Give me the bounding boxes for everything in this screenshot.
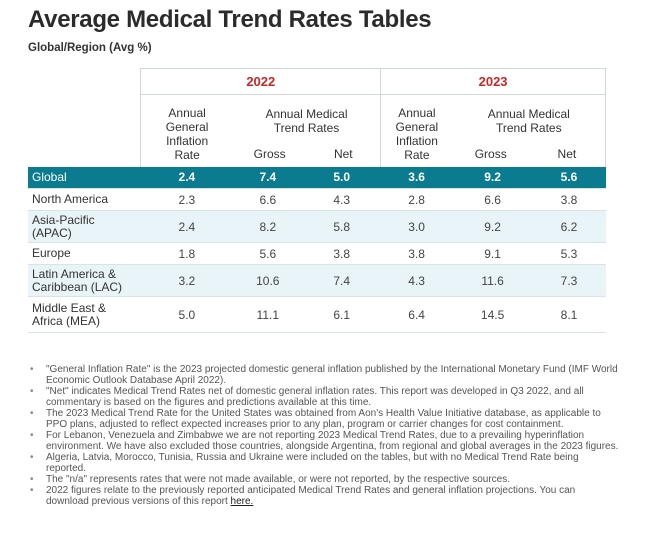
table-row: Latin America & Caribbean (LAC) 3.2 10.6 7.4… — [28, 264, 606, 297]
region-label: Middle East & Africa (MEA) — [28, 296, 141, 333]
footnotes: "General Inflation Rate" is the 2023 pro… — [30, 364, 620, 507]
trend-header-2023: Annual Medical Trend Rates Gross Net — [452, 94, 606, 167]
rate-cell: 1.8 — [140, 242, 233, 265]
rate-cell: 4.3 — [302, 188, 381, 211]
rate-cell: 8.2 — [232, 210, 303, 243]
rate-cell: 9.2 — [452, 210, 533, 243]
net-header: Net — [557, 146, 577, 161]
region-label: Asia-Pacific (APAC) — [28, 210, 141, 243]
rate-cell: 5.6 — [232, 242, 303, 265]
page-title: Average Medical Trend Rates Tables — [28, 6, 432, 33]
rate-cell: 3.8 — [380, 242, 453, 265]
rate-cell: 5.3 — [532, 242, 606, 265]
rate-cell: 2.8 — [380, 188, 453, 211]
gross-header: Gross — [474, 146, 507, 161]
footnote-item: For Lebanon, Venezuela and Zimbabwe we a… — [30, 430, 620, 452]
rate-cell: 6.6 — [232, 188, 303, 211]
rate-cell: 9.1 — [452, 242, 533, 265]
region-label: Europe — [28, 242, 141, 265]
rate-cell: 3.8 — [302, 242, 381, 265]
region-label: North America — [28, 188, 141, 211]
rate-cell: 4.3 — [380, 264, 453, 297]
region-label: Latin America & Caribbean (LAC) — [28, 264, 141, 297]
rate-cell: 6.2 — [532, 210, 606, 243]
rate-cell: 2.3 — [140, 188, 233, 211]
rate-cell: 6.1 — [302, 296, 381, 333]
rate-cell: 8.1 — [532, 296, 606, 333]
table-row: Europe 1.8 5.6 3.8 3.8 9.1 5.3 — [28, 242, 606, 265]
rate-cell: 5.8 — [302, 210, 381, 243]
footnote-item: Algeria, Latvia, Morocco, Tunisia, Russi… — [30, 452, 620, 474]
footnote-item: 2022 figures relate to the previously re… — [30, 485, 620, 507]
region-label: Global — [28, 166, 141, 189]
rate-cell: 11.1 — [232, 296, 303, 333]
rate-cell: 2.4 — [140, 166, 233, 189]
rate-cell: 3.0 — [380, 210, 453, 243]
footnote-item: The "n/a" represents rates that were not… — [30, 474, 620, 485]
rate-cell: 9.2 — [452, 166, 533, 189]
gross-header: Gross — [253, 146, 286, 161]
download-here-link[interactable]: here. — [230, 496, 254, 507]
rate-cell: 7.3 — [532, 264, 606, 297]
year-header-2023: 2023 — [380, 68, 606, 95]
inflation-header-2022: Annual General Inflation Rate — [140, 94, 233, 167]
rate-cell: 6.6 — [452, 188, 533, 211]
net-header: Net — [333, 146, 353, 161]
rate-cell: 5.0 — [140, 296, 233, 333]
table-row: North America 2.3 6.6 4.3 2.8 6.6 3.8 — [28, 188, 606, 211]
rate-cell: 5.0 — [302, 166, 381, 189]
rate-cell: 3.8 — [532, 188, 606, 211]
rate-cell: 2.4 — [140, 210, 233, 243]
rate-cell: 6.4 — [380, 296, 453, 333]
table-row: Middle East & Africa (MEA) 5.0 11.1 6.1 6.4 14… — [28, 296, 606, 333]
table-row: Asia-Pacific (APAC) 2.4 8.2 5.8 3.0 9.2 6.2 — [28, 210, 606, 243]
rate-cell: 7.4 — [302, 264, 381, 297]
rate-cell: 5.6 — [532, 166, 606, 189]
inflation-header-2023: Annual General Inflation Rate — [380, 94, 453, 167]
footnote-item: The 2023 Medical Trend Rate for the Unit… — [30, 408, 620, 430]
rate-cell: 10.6 — [232, 264, 303, 297]
trend-rates-table: 2022 2023 Annual General Inflation Rate … — [28, 68, 606, 333]
footnote-item: "Net" indicates Medical Trend Rates net … — [30, 386, 620, 408]
table-subtitle: Global/Region (Avg %) — [28, 42, 152, 54]
rate-cell: 3.6 — [380, 166, 453, 189]
table-row: Global 2.4 7.4 5.0 3.6 9.2 5.6 — [28, 166, 606, 189]
year-header-2022: 2022 — [140, 68, 381, 95]
rate-cell: 3.2 — [140, 264, 233, 297]
rate-cell: 14.5 — [452, 296, 533, 333]
rate-cell: 11.6 — [452, 264, 533, 297]
rate-cell: 7.4 — [232, 166, 303, 189]
table-body: Global 2.4 7.4 5.0 3.6 9.2 5.6 North America 2.3… — [28, 166, 606, 333]
footnote-item: "General Inflation Rate" is the 2023 pro… — [30, 364, 620, 386]
trend-header-2022: Annual Medical Trend Rates Gross Net — [233, 95, 381, 167]
